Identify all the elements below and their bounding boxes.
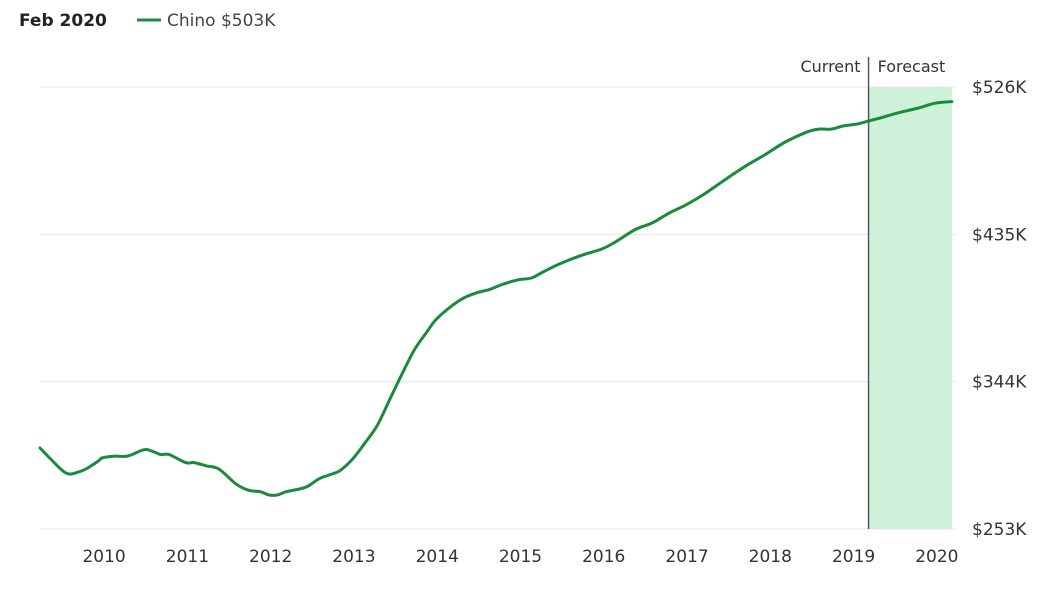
y-axis-ticks: $253K $344K $435K $526K	[972, 78, 1027, 540]
x-tick-label: 2017	[665, 547, 708, 567]
x-tick-label: 2019	[832, 547, 875, 567]
series-line-chino[interactable]	[38, 100, 954, 497]
current-label: Current	[800, 57, 860, 76]
header-date: Feb 2020	[19, 11, 107, 31]
x-tick-label: 2020	[915, 547, 958, 567]
forecast-label: Forecast	[878, 57, 946, 76]
legend[interactable]: Chino $503K	[137, 11, 276, 31]
x-tick-label: 2011	[166, 547, 209, 567]
legend-series-value: $503K	[221, 11, 276, 31]
legend-label-chino: Chino $503K	[167, 11, 276, 31]
x-tick-label: 2015	[499, 547, 542, 567]
x-tick-label: 2013	[332, 547, 375, 567]
x-tick-label: 2014	[416, 547, 459, 567]
x-tick-label: 2018	[749, 547, 792, 567]
x-tick-label: 2012	[249, 547, 292, 567]
y-tick-label: $344K	[972, 373, 1027, 393]
y-tick-label: $253K	[972, 520, 1027, 540]
legend-series-name: Chino	[167, 11, 216, 31]
x-axis-ticks: 2010 2011 2012 2013 2014 2015 2016 2017 2018 2019…	[82, 547, 958, 567]
y-tick-label: $435K	[972, 225, 1027, 245]
gridlines	[40, 86, 956, 530]
x-tick-label: 2010	[82, 547, 125, 567]
x-tick-label: 2016	[582, 547, 625, 567]
forecast-region	[868, 87, 952, 529]
y-tick-label: $526K	[972, 78, 1027, 98]
